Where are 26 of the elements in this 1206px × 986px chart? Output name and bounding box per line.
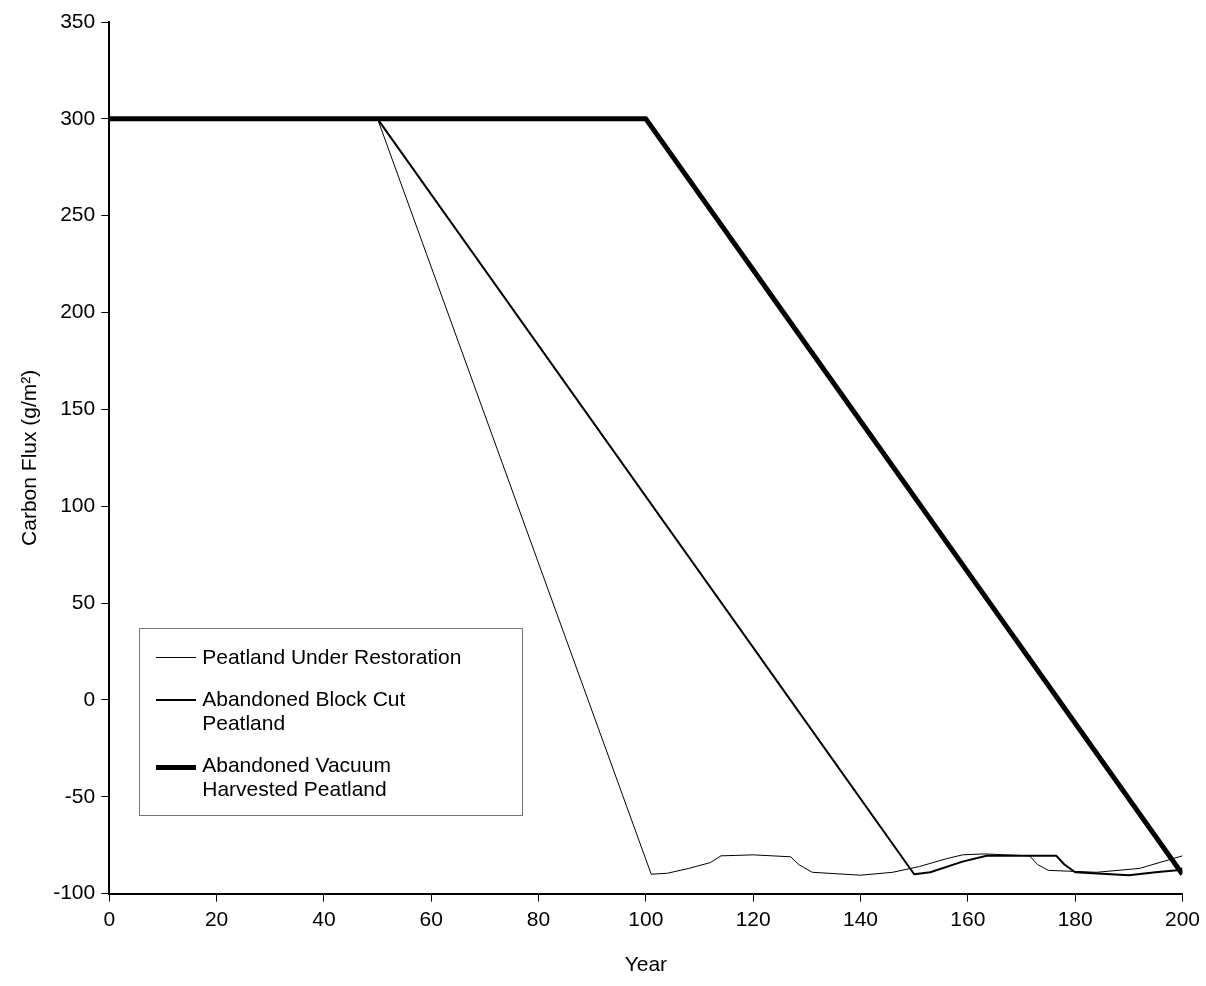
x-tick-label: 200 — [1164, 907, 1200, 930]
x-tick-label: 40 — [312, 907, 336, 930]
x-tick-label: 120 — [735, 907, 771, 930]
legend-label: Peatland Under Restoration — [202, 644, 463, 669]
x-tick-label: 60 — [419, 907, 443, 930]
y-tick-label: 250 — [60, 202, 96, 226]
legend-label: Abandoned Block Cut Peatland — [202, 686, 407, 735]
x-tick-label: 140 — [842, 907, 879, 930]
x-tick-label: 0 — [103, 907, 116, 930]
y-tick-label: 50 — [71, 589, 96, 613]
x-tick-label: 180 — [1057, 907, 1093, 930]
x-tick-label: 160 — [950, 907, 986, 930]
y-tick-label: 0 — [83, 686, 96, 710]
y-tick-label: -100 — [53, 880, 96, 904]
y-tick-label: 100 — [60, 493, 96, 517]
y-tick-label: 150 — [60, 396, 96, 420]
y-tick-label: 200 — [60, 299, 96, 323]
y-axis-title: Carbon Flux (g/m²) — [17, 369, 41, 546]
legend-label: Abandoned Vacuum Harvested Peatland — [202, 752, 392, 801]
x-tick-label: 80 — [526, 907, 551, 930]
x-tick-label: 20 — [204, 907, 229, 930]
x-tick-label: 100 — [628, 907, 664, 930]
x-axis-title: Year — [624, 952, 668, 976]
y-tick-label: -50 — [64, 783, 96, 807]
y-tick-label: 350 — [60, 8, 96, 32]
y-tick-label: 300 — [60, 105, 96, 129]
